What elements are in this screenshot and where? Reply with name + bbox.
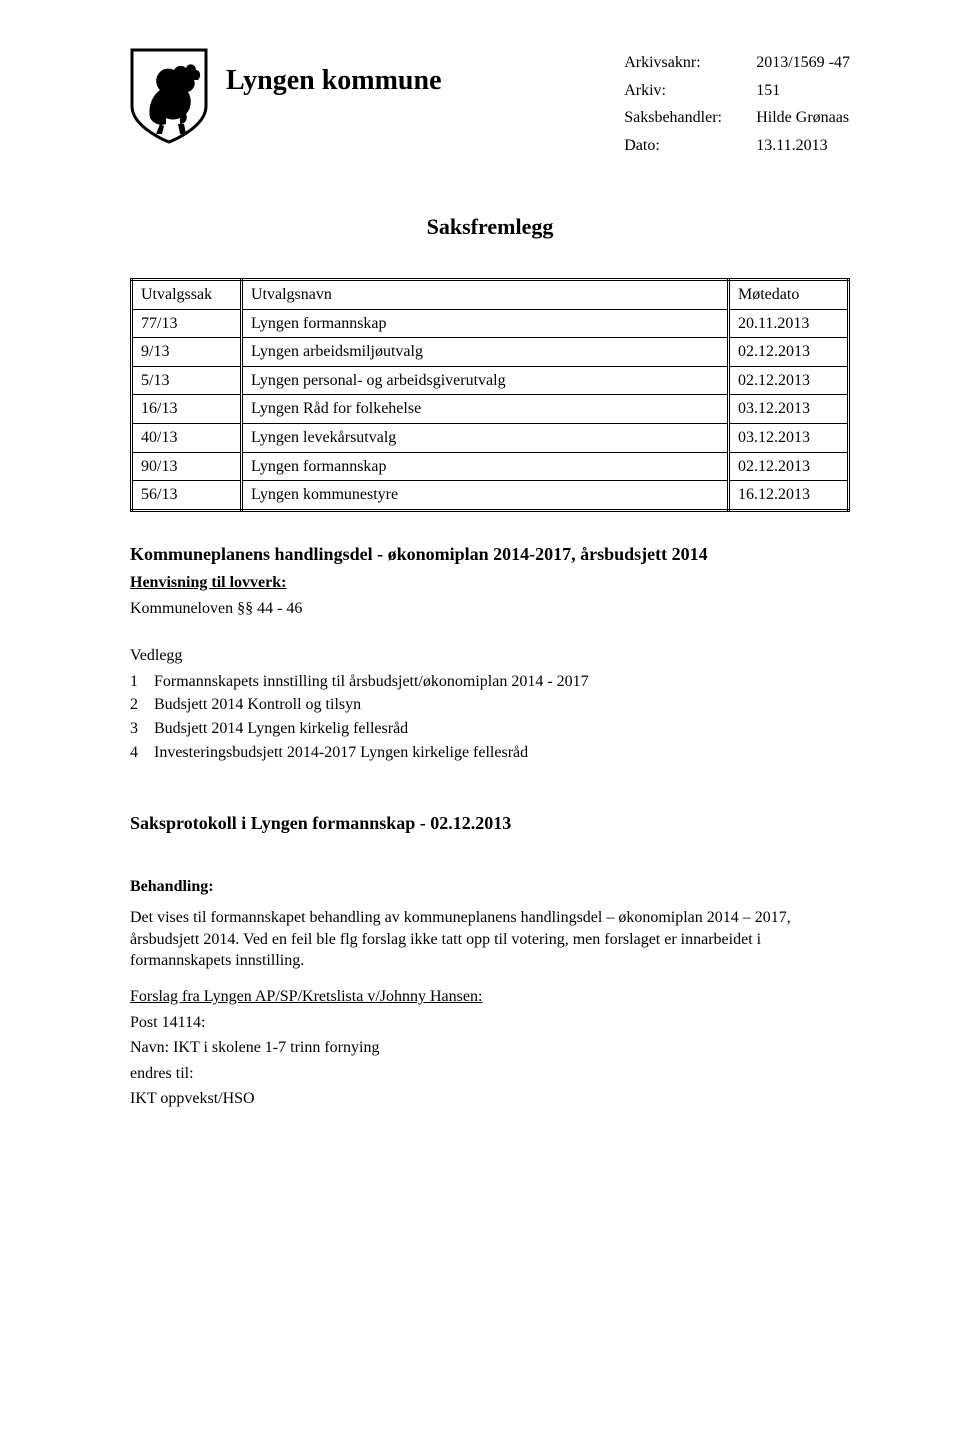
vedlegg-list: 1 Formannskapets innstilling til årsbuds… [130, 671, 850, 763]
cell-sak: 40/13 [132, 424, 242, 453]
table-row: 40/13 Lyngen levekårsutvalg 03.12.2013 [132, 424, 849, 453]
table-row: 56/13 Lyngen kommunestyre 16.12.2013 [132, 481, 849, 511]
col-motedato: Møtedato [729, 280, 849, 310]
cell-dato: 02.12.2013 [729, 366, 849, 395]
saksprotokoll-heading: Saksprotokoll i Lyngen formannskap - 02.… [130, 811, 850, 835]
dato-value: 13.11.2013 [756, 135, 850, 157]
cell-navn: Lyngen kommunestyre [242, 481, 729, 511]
cell-navn: Lyngen personal- og arbeidsgiverutvalg [242, 366, 729, 395]
vedlegg-num: 2 [130, 694, 154, 716]
cell-dato: 02.12.2013 [729, 452, 849, 481]
arkiv-label: Arkiv: [624, 80, 752, 102]
henvisning-block: Henvisning til lovverk: Kommuneloven §§ … [130, 572, 850, 619]
utvalg-table: Utvalgssak Utvalgsnavn Møtedato 77/13 Ly… [130, 278, 850, 512]
vedlegg-text: Investeringsbudsjett 2014-2017 Lyngen ki… [154, 742, 850, 764]
col-utvalgssak: Utvalgssak [132, 280, 242, 310]
arkivsaknr-value: 2013/1569 -47 [756, 52, 850, 74]
cell-sak: 16/13 [132, 395, 242, 424]
vedlegg-block: Vedlegg 1 Formannskapets innstilling til… [130, 645, 850, 763]
cell-sak: 56/13 [132, 481, 242, 511]
forslag-line: IKT oppvekst/HSO [130, 1088, 850, 1110]
municipality-name: Lyngen kommune [226, 48, 624, 100]
henvisning-body: Kommuneloven §§ 44 - 46 [130, 598, 850, 620]
henvisning-label: Henvisning til lovverk: [130, 574, 286, 591]
col-utvalgsnavn: Utvalgsnavn [242, 280, 729, 310]
cell-navn: Lyngen arbeidsmiljøutvalg [242, 338, 729, 367]
forslag-line: Navn: IKT i skolene 1-7 trinn fornying [130, 1037, 850, 1059]
table-row: 9/13 Lyngen arbeidsmiljøutvalg 02.12.201… [132, 338, 849, 367]
cell-sak: 9/13 [132, 338, 242, 367]
saksbehandler-label: Saksbehandler: [624, 107, 752, 129]
vedlegg-text: Formannskapets innstilling til årsbudsje… [154, 671, 850, 693]
cell-dato: 16.12.2013 [729, 481, 849, 511]
cell-dato: 20.11.2013 [729, 309, 849, 338]
forslag-label: Forslag fra Lyngen AP/SP/Kretslista v/Jo… [130, 988, 482, 1005]
cell-dato: 03.12.2013 [729, 424, 849, 453]
forslag-line: endres til: [130, 1063, 850, 1085]
vedlegg-num: 1 [130, 671, 154, 693]
vedlegg-text: Budsjett 2014 Lyngen kirkelig fellesråd [154, 718, 850, 740]
vedlegg-text: Budsjett 2014 Kontroll og tilsyn [154, 694, 850, 716]
arkiv-value: 151 [756, 80, 850, 102]
vedlegg-num: 4 [130, 742, 154, 764]
vedlegg-label: Vedlegg [130, 645, 850, 667]
table-row: 5/13 Lyngen personal- og arbeidsgiverutv… [132, 366, 849, 395]
municipal-crest [130, 48, 208, 144]
behandling-label: Behandling: [130, 876, 850, 898]
table-row: 77/13 Lyngen formannskap 20.11.2013 [132, 309, 849, 338]
cell-navn: Lyngen levekårsutvalg [242, 424, 729, 453]
table-header-row: Utvalgssak Utvalgsnavn Møtedato [132, 280, 849, 310]
vedlegg-num: 3 [130, 718, 154, 740]
plan-title: Kommuneplanens handlingsdel - økonomipla… [130, 542, 850, 566]
cell-navn: Lyngen formannskap [242, 309, 729, 338]
cell-dato: 03.12.2013 [729, 395, 849, 424]
case-metadata: Arkivsaknr: 2013/1569 -47 Arkiv: 151 Sak… [624, 48, 850, 156]
saksbehandler-value: Hilde Grønaas [756, 107, 850, 129]
cell-dato: 02.12.2013 [729, 338, 849, 367]
table-row: 90/13 Lyngen formannskap 02.12.2013 [132, 452, 849, 481]
cell-navn: Lyngen formannskap [242, 452, 729, 481]
forslag-line: Post 14114: [130, 1012, 850, 1034]
arkivsaknr-label: Arkivsaknr: [624, 52, 752, 74]
document-header: Lyngen kommune Arkivsaknr: 2013/1569 -47… [130, 48, 850, 156]
cell-sak: 90/13 [132, 452, 242, 481]
cell-navn: Lyngen Råd for folkehelse [242, 395, 729, 424]
behandling-paragraph: Det vises til formannskapet behandling a… [130, 907, 850, 972]
cell-sak: 77/13 [132, 309, 242, 338]
saksfremlegg-heading: Saksfremlegg [130, 212, 850, 242]
cell-sak: 5/13 [132, 366, 242, 395]
dato-label: Dato: [624, 135, 752, 157]
header-text-block: Lyngen kommune Arkivsaknr: 2013/1569 -47… [226, 48, 850, 156]
table-row: 16/13 Lyngen Råd for folkehelse 03.12.20… [132, 395, 849, 424]
